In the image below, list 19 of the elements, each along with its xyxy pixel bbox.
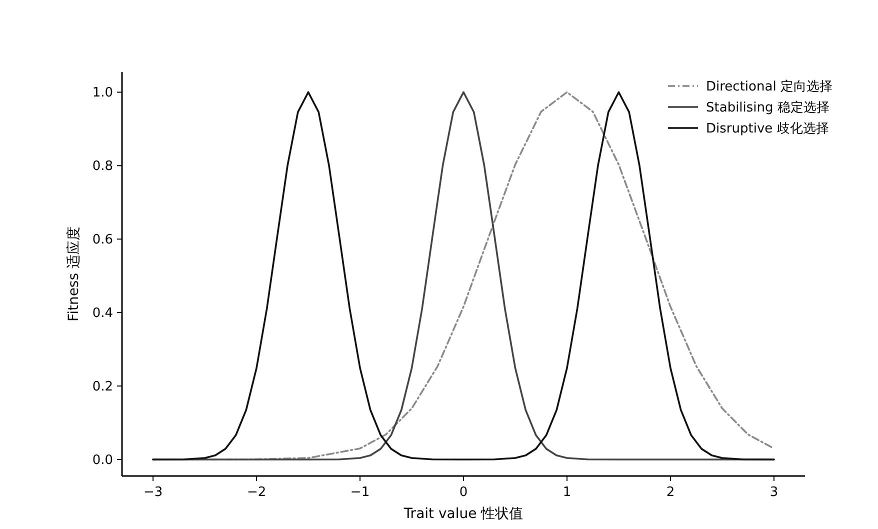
x-axis-title: Trait value 性状值 xyxy=(402,506,524,522)
line-series xyxy=(152,91,775,460)
x-tick-label: 1 xyxy=(562,485,572,500)
y-tick-label: 0.0 xyxy=(92,452,113,468)
x-tick-label: −1 xyxy=(350,485,370,500)
x-tick-label: 3 xyxy=(770,485,778,500)
x-tick-label: 2 xyxy=(666,485,675,500)
y-tick-label: 0.2 xyxy=(92,380,113,395)
legend-label: Disruptive 歧化选择 xyxy=(706,122,829,136)
y-axis-title: Fitness 适应度 xyxy=(66,226,82,322)
y-tick-label: 1.0 xyxy=(92,86,113,101)
legend-label: Directional 定向选择 xyxy=(706,80,832,94)
x-tick-label: 0 xyxy=(459,485,468,500)
legend-label: Stabilising 稳定选择 xyxy=(706,100,830,116)
y-tick-label: 0.8 xyxy=(92,159,113,174)
x-tick-label: −3 xyxy=(143,485,163,500)
y-tick-label: 0.6 xyxy=(92,232,113,248)
y-tick-label: 0.4 xyxy=(92,306,113,322)
x-tick-label: −2 xyxy=(246,485,266,500)
